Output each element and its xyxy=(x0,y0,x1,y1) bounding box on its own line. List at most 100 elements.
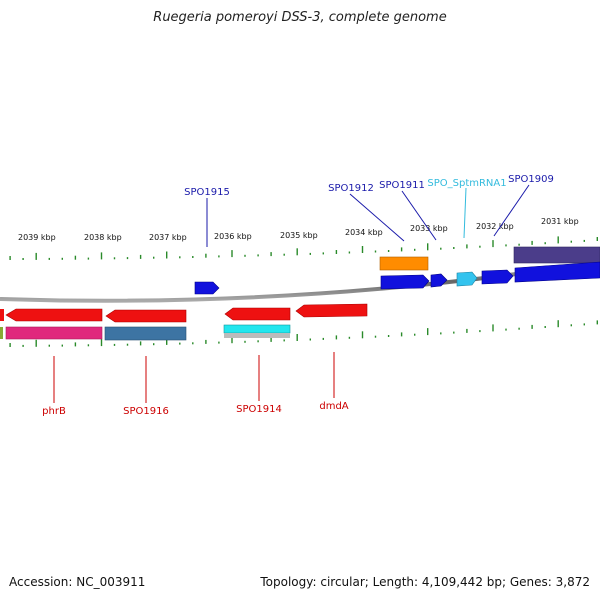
gene-SPO1909[interactable] xyxy=(514,261,600,283)
ruler-label-2035: 2035 kbp xyxy=(280,231,318,240)
upper-ruler-tick xyxy=(427,243,429,251)
upper-ruler-tick xyxy=(205,253,207,258)
upper-ruler-tick xyxy=(518,243,520,246)
label-SPO1915: SPO1915 xyxy=(184,187,230,198)
lower-ruler-tick xyxy=(387,335,390,337)
lower-ruler-tick xyxy=(74,342,77,347)
leader-SPO1909 xyxy=(493,184,530,237)
lower-ruler-tick xyxy=(22,344,24,347)
map-title: Ruegeria pomeroyi DSS-3, complete genome xyxy=(153,10,447,25)
upper-ruler-tick xyxy=(479,245,481,248)
upper-ruler-tick xyxy=(231,250,233,258)
gene-dmdA[interactable] xyxy=(295,303,368,318)
lower-ruler xyxy=(9,320,598,347)
lower-ruler-tick xyxy=(414,333,416,336)
genome-summary-text: Topology: circular; Length: 4,109,442 bp… xyxy=(260,575,590,589)
label-SPO1912: SPO1912 xyxy=(328,183,374,194)
upper-ruler-tick xyxy=(400,247,403,252)
lower-ruler-tick xyxy=(9,343,11,347)
lower-ruler-tick xyxy=(87,344,90,347)
upper-ruler-tick xyxy=(296,248,298,256)
lower-ruler-tick xyxy=(179,342,181,345)
ruler-label-2037: 2037 kbp xyxy=(149,233,187,242)
upper-ruler-tick xyxy=(22,258,24,260)
ruler-label-2038: 2038 kbp xyxy=(84,233,122,242)
lower-ruler-tick xyxy=(596,320,598,325)
upper-ruler-tick xyxy=(374,250,377,253)
upper-ruler-tick xyxy=(570,240,572,243)
lower-ruler-tick xyxy=(35,339,37,347)
gene-SPO1914-domain-2 xyxy=(224,333,290,338)
gene-SPO1911[interactable] xyxy=(430,273,448,288)
reverse-strand-genes xyxy=(0,303,368,341)
lower-ruler-tick xyxy=(322,337,324,340)
gene-SPO1912[interactable] xyxy=(380,274,430,290)
gene-SPO1916[interactable] xyxy=(105,309,187,323)
upper-ruler-tick xyxy=(218,255,220,258)
lower-ruler-tick xyxy=(583,323,585,326)
lower-ruler-tick xyxy=(440,332,442,335)
upper-ruler-tick xyxy=(283,253,285,256)
lower-ruler-tick xyxy=(557,320,559,328)
lower-ruler-tick xyxy=(335,335,338,340)
gene-SPO1914-domain xyxy=(223,324,291,334)
ruler-labels: 2039 kbp 2038 kbp 2037 kbp 2036 kbp 2035… xyxy=(18,217,579,242)
label-SPO1911: SPO1911 xyxy=(379,180,425,191)
upper-ruler-tick xyxy=(596,237,598,241)
upper-ruler-tick xyxy=(61,257,63,260)
ruler-label-2039: 2039 kbp xyxy=(18,233,56,242)
gene-SPO1915[interactable] xyxy=(194,281,220,295)
gene-fragment-left-domain xyxy=(0,327,3,339)
upper-ruler-tick xyxy=(153,256,155,259)
top-leader-lines xyxy=(206,184,530,247)
upper-ruler-tick xyxy=(126,257,129,260)
bottom-leader-lines xyxy=(53,352,335,403)
lower-ruler-tick xyxy=(126,343,129,346)
lower-ruler-tick xyxy=(283,339,285,342)
upper-ruler-tick xyxy=(505,244,507,247)
gene-SPO_SptmRNA1[interactable] xyxy=(456,271,478,287)
upper-ruler-tick xyxy=(322,252,324,255)
gene-SPO1912-domain xyxy=(379,256,429,271)
upper-ruler-tick xyxy=(583,239,585,242)
label-phrB: phrB xyxy=(42,406,66,417)
upper-ruler-tick xyxy=(544,242,546,245)
upper-ruler-tick xyxy=(192,256,194,258)
gene-phrB[interactable] xyxy=(5,308,103,322)
label-SPO1909: SPO1909 xyxy=(508,174,554,185)
lower-ruler-tick xyxy=(479,330,481,333)
ruler-label-2033: 2033 kbp xyxy=(410,224,448,233)
label-dmdA: dmdA xyxy=(319,401,348,412)
lower-ruler-tick xyxy=(166,337,168,345)
lower-ruler-tick xyxy=(570,324,572,327)
upper-ruler-tick xyxy=(9,256,11,260)
label-SPO1914: SPO1914 xyxy=(236,404,282,415)
lower-ruler-tick xyxy=(113,343,116,346)
upper-ruler-tick xyxy=(466,244,468,249)
lower-ruler-tick xyxy=(400,332,403,337)
ruler-label-2036: 2036 kbp xyxy=(214,232,252,241)
lower-ruler-tick xyxy=(309,338,311,341)
gene-SPO1914[interactable] xyxy=(224,307,291,321)
gene-SPO1910[interactable] xyxy=(481,269,514,285)
upper-ruler-tick xyxy=(361,246,364,253)
lower-ruler-tick xyxy=(192,342,194,345)
gene-SPO1909-domain xyxy=(513,246,600,264)
ruler-label-2031: 2031 kbp xyxy=(541,217,579,226)
lower-ruler-tick xyxy=(218,341,220,344)
upper-ruler-tick xyxy=(74,255,77,260)
upper-ruler-tick xyxy=(348,251,351,254)
ruler-label-2032: 2032 kbp xyxy=(476,222,514,231)
leader-SPO1912 xyxy=(349,193,405,242)
gene-fragment-left xyxy=(0,309,4,321)
upper-ruler-tick xyxy=(257,254,259,257)
upper-ruler-tick xyxy=(440,247,442,250)
forward-strand-genes xyxy=(194,246,600,295)
leader-SPO_SptmRNA1 xyxy=(463,187,467,239)
upper-ruler-tick xyxy=(335,250,338,254)
upper-ruler-tick xyxy=(139,254,142,259)
lower-ruler-tick xyxy=(427,328,429,336)
upper-ruler-tick xyxy=(492,240,494,248)
label-SPO_SptmRNA1: SPO_SptmRNA1 xyxy=(427,178,506,189)
